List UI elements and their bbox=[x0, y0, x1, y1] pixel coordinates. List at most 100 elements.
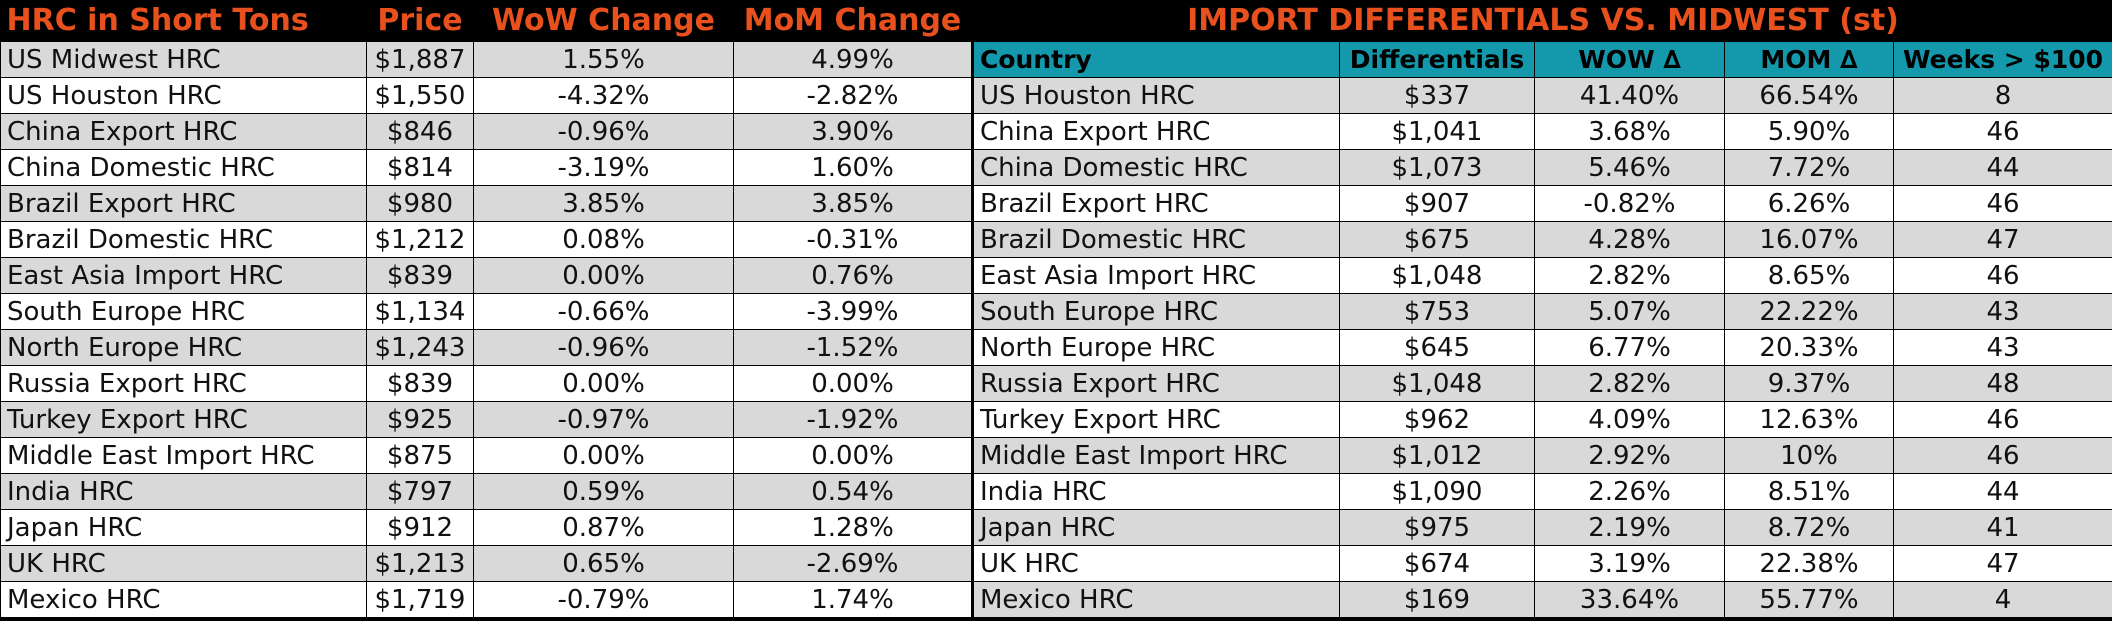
wow-change-cell: -0.79% bbox=[473, 581, 734, 618]
wow-delta-cell: 5.07% bbox=[1534, 293, 1725, 330]
hrc-name-cell: Brazil Domestic HRC bbox=[0, 221, 367, 258]
wow-delta-cell: 2.19% bbox=[1534, 509, 1725, 546]
import-differentials-panel: IMPORT DIFFERENTIALS VS. MIDWEST (st) Co… bbox=[973, 0, 2112, 618]
wow-delta-cell: 2.92% bbox=[1534, 437, 1725, 474]
differential-cell: $907 bbox=[1339, 185, 1535, 222]
mom-change-cell: 0.54% bbox=[733, 473, 972, 510]
table-row: East Asia Import HRC $839 0.00% 0.76% bbox=[0, 257, 972, 294]
hrc-name-cell: East Asia Import HRC bbox=[0, 257, 367, 294]
mom-delta-cell: 16.07% bbox=[1724, 221, 1894, 258]
hrc-name-cell: South Europe HRC bbox=[0, 293, 367, 330]
price-cell: $814 bbox=[366, 149, 474, 186]
mom-change-cell: -0.31% bbox=[733, 221, 972, 258]
price-cell: $1,719 bbox=[366, 581, 474, 618]
hrc-name-cell: Mexico HRC bbox=[0, 581, 367, 618]
differential-cell: $674 bbox=[1339, 545, 1535, 582]
weeks-over-100-cell: 46 bbox=[1892, 113, 2112, 150]
wow-delta-cell: 2.82% bbox=[1534, 257, 1725, 294]
hrc-name-cell: US Midwest HRC bbox=[0, 41, 367, 78]
weeks-over-100-cell: 47 bbox=[1892, 221, 2112, 258]
price-cell: $839 bbox=[366, 365, 474, 402]
import-differentials-header-row: Country Differentials WOW ∆ MOM ∆ Weeks … bbox=[973, 41, 2112, 78]
mom-change-cell: -2.69% bbox=[733, 545, 972, 582]
wow-change-cell: -0.96% bbox=[473, 113, 734, 150]
table-row: Japan HRC $912 0.87% 1.28% bbox=[0, 509, 972, 546]
country-cell: UK HRC bbox=[973, 545, 1340, 582]
hrc-name-cell: Brazil Export HRC bbox=[0, 185, 367, 222]
mom-delta-cell: 22.38% bbox=[1724, 545, 1894, 582]
table-row: Middle East Import HRC $1,012 2.92% 10% 46 bbox=[973, 437, 2112, 474]
table-row: China Export HRC $846 -0.96% 3.90% bbox=[0, 113, 972, 150]
price-cell: $1,887 bbox=[366, 41, 474, 78]
differential-cell: $337 bbox=[1339, 77, 1535, 114]
table-row: Russia Export HRC $1,048 2.82% 9.37% 48 bbox=[973, 365, 2112, 402]
weeks-over-100-cell: 46 bbox=[1892, 257, 2112, 294]
country-cell: East Asia Import HRC bbox=[973, 257, 1340, 294]
table-row: US Houston HRC $1,550 -4.32% -2.82% bbox=[0, 77, 972, 114]
differential-cell: $675 bbox=[1339, 221, 1535, 258]
country-cell: India HRC bbox=[973, 473, 1340, 510]
weeks-over-100-cell: 4 bbox=[1892, 581, 2112, 618]
country-cell: Brazil Domestic HRC bbox=[973, 221, 1340, 258]
differential-cell: $169 bbox=[1339, 581, 1535, 618]
mom-delta-cell: 12.63% bbox=[1724, 401, 1894, 438]
differential-cell: $962 bbox=[1339, 401, 1535, 438]
hrc-name-cell: Russia Export HRC bbox=[0, 365, 367, 402]
wow-delta-cell: 33.64% bbox=[1534, 581, 1725, 618]
wow-delta-cell: 4.09% bbox=[1534, 401, 1725, 438]
weeks-over-100-cell: 44 bbox=[1892, 149, 2112, 186]
header-differentials: Differentials bbox=[1339, 41, 1535, 78]
mom-change-cell: 1.28% bbox=[733, 509, 972, 546]
mom-delta-cell: 8.65% bbox=[1724, 257, 1894, 294]
country-cell: Russia Export HRC bbox=[973, 365, 1340, 402]
import-differentials-title: IMPORT DIFFERENTIALS VS. MIDWEST (st) bbox=[973, 0, 2112, 42]
mom-delta-cell: 6.26% bbox=[1724, 185, 1894, 222]
mom-change-cell: 1.74% bbox=[733, 581, 972, 618]
weeks-over-100-cell: 8 bbox=[1892, 77, 2112, 114]
header-weeks-over-100: Weeks > $100 bbox=[1892, 41, 2112, 78]
table-row: China Domestic HRC $1,073 5.46% 7.72% 44 bbox=[973, 149, 2112, 186]
header-country: Country bbox=[973, 41, 1340, 78]
table-row: Brazil Domestic HRC $675 4.28% 16.07% 47 bbox=[973, 221, 2112, 258]
mom-change-cell: -3.99% bbox=[733, 293, 972, 330]
price-cell: $846 bbox=[366, 113, 474, 150]
differential-cell: $975 bbox=[1339, 509, 1535, 546]
differential-cell: $645 bbox=[1339, 329, 1535, 366]
wow-change-cell: -0.66% bbox=[473, 293, 734, 330]
country-cell: US Houston HRC bbox=[973, 77, 1340, 114]
country-cell: Japan HRC bbox=[973, 509, 1340, 546]
mom-delta-cell: 55.77% bbox=[1724, 581, 1894, 618]
differential-cell: $1,073 bbox=[1339, 149, 1535, 186]
table-row: South Europe HRC $1,134 -0.66% -3.99% bbox=[0, 293, 972, 330]
table-row: Brazil Export HRC $980 3.85% 3.85% bbox=[0, 185, 972, 222]
table-row: Japan HRC $975 2.19% 8.72% 41 bbox=[973, 509, 2112, 546]
price-cell: $1,212 bbox=[366, 221, 474, 258]
wow-change-cell: 0.59% bbox=[473, 473, 734, 510]
hrc-price-table-panel: HRC in Short Tons Price WoW Change MoM C… bbox=[0, 0, 972, 618]
mom-delta-cell: 66.54% bbox=[1724, 77, 1894, 114]
wow-delta-cell: 6.77% bbox=[1534, 329, 1725, 366]
table-row: East Asia Import HRC $1,048 2.82% 8.65% 46 bbox=[973, 257, 2112, 294]
wow-change-cell: 3.85% bbox=[473, 185, 734, 222]
header-wow-change: WoW Change bbox=[473, 0, 734, 42]
country-cell: Mexico HRC bbox=[973, 581, 1340, 618]
differential-cell: $1,041 bbox=[1339, 113, 1535, 150]
header-wow-delta: WOW ∆ bbox=[1534, 41, 1725, 78]
table-row: UK HRC $1,213 0.65% -2.69% bbox=[0, 545, 972, 582]
differential-cell: $1,090 bbox=[1339, 473, 1535, 510]
price-cell: $797 bbox=[366, 473, 474, 510]
table-row: Mexico HRC $1,719 -0.79% 1.74% bbox=[0, 581, 972, 618]
mom-delta-cell: 8.72% bbox=[1724, 509, 1894, 546]
hrc-name-cell: India HRC bbox=[0, 473, 367, 510]
mom-delta-cell: 10% bbox=[1724, 437, 1894, 474]
country-cell: South Europe HRC bbox=[973, 293, 1340, 330]
wow-delta-cell: 2.82% bbox=[1534, 365, 1725, 402]
mom-change-cell: 4.99% bbox=[733, 41, 972, 78]
weeks-over-100-cell: 46 bbox=[1892, 185, 2112, 222]
import-differentials-table: IMPORT DIFFERENTIALS VS. MIDWEST (st) Co… bbox=[973, 0, 2112, 618]
wow-delta-cell: 4.28% bbox=[1534, 221, 1725, 258]
country-cell: North Europe HRC bbox=[973, 329, 1340, 366]
wow-delta-cell: 2.26% bbox=[1534, 473, 1725, 510]
table-row: China Domestic HRC $814 -3.19% 1.60% bbox=[0, 149, 972, 186]
weeks-over-100-cell: 44 bbox=[1892, 473, 2112, 510]
